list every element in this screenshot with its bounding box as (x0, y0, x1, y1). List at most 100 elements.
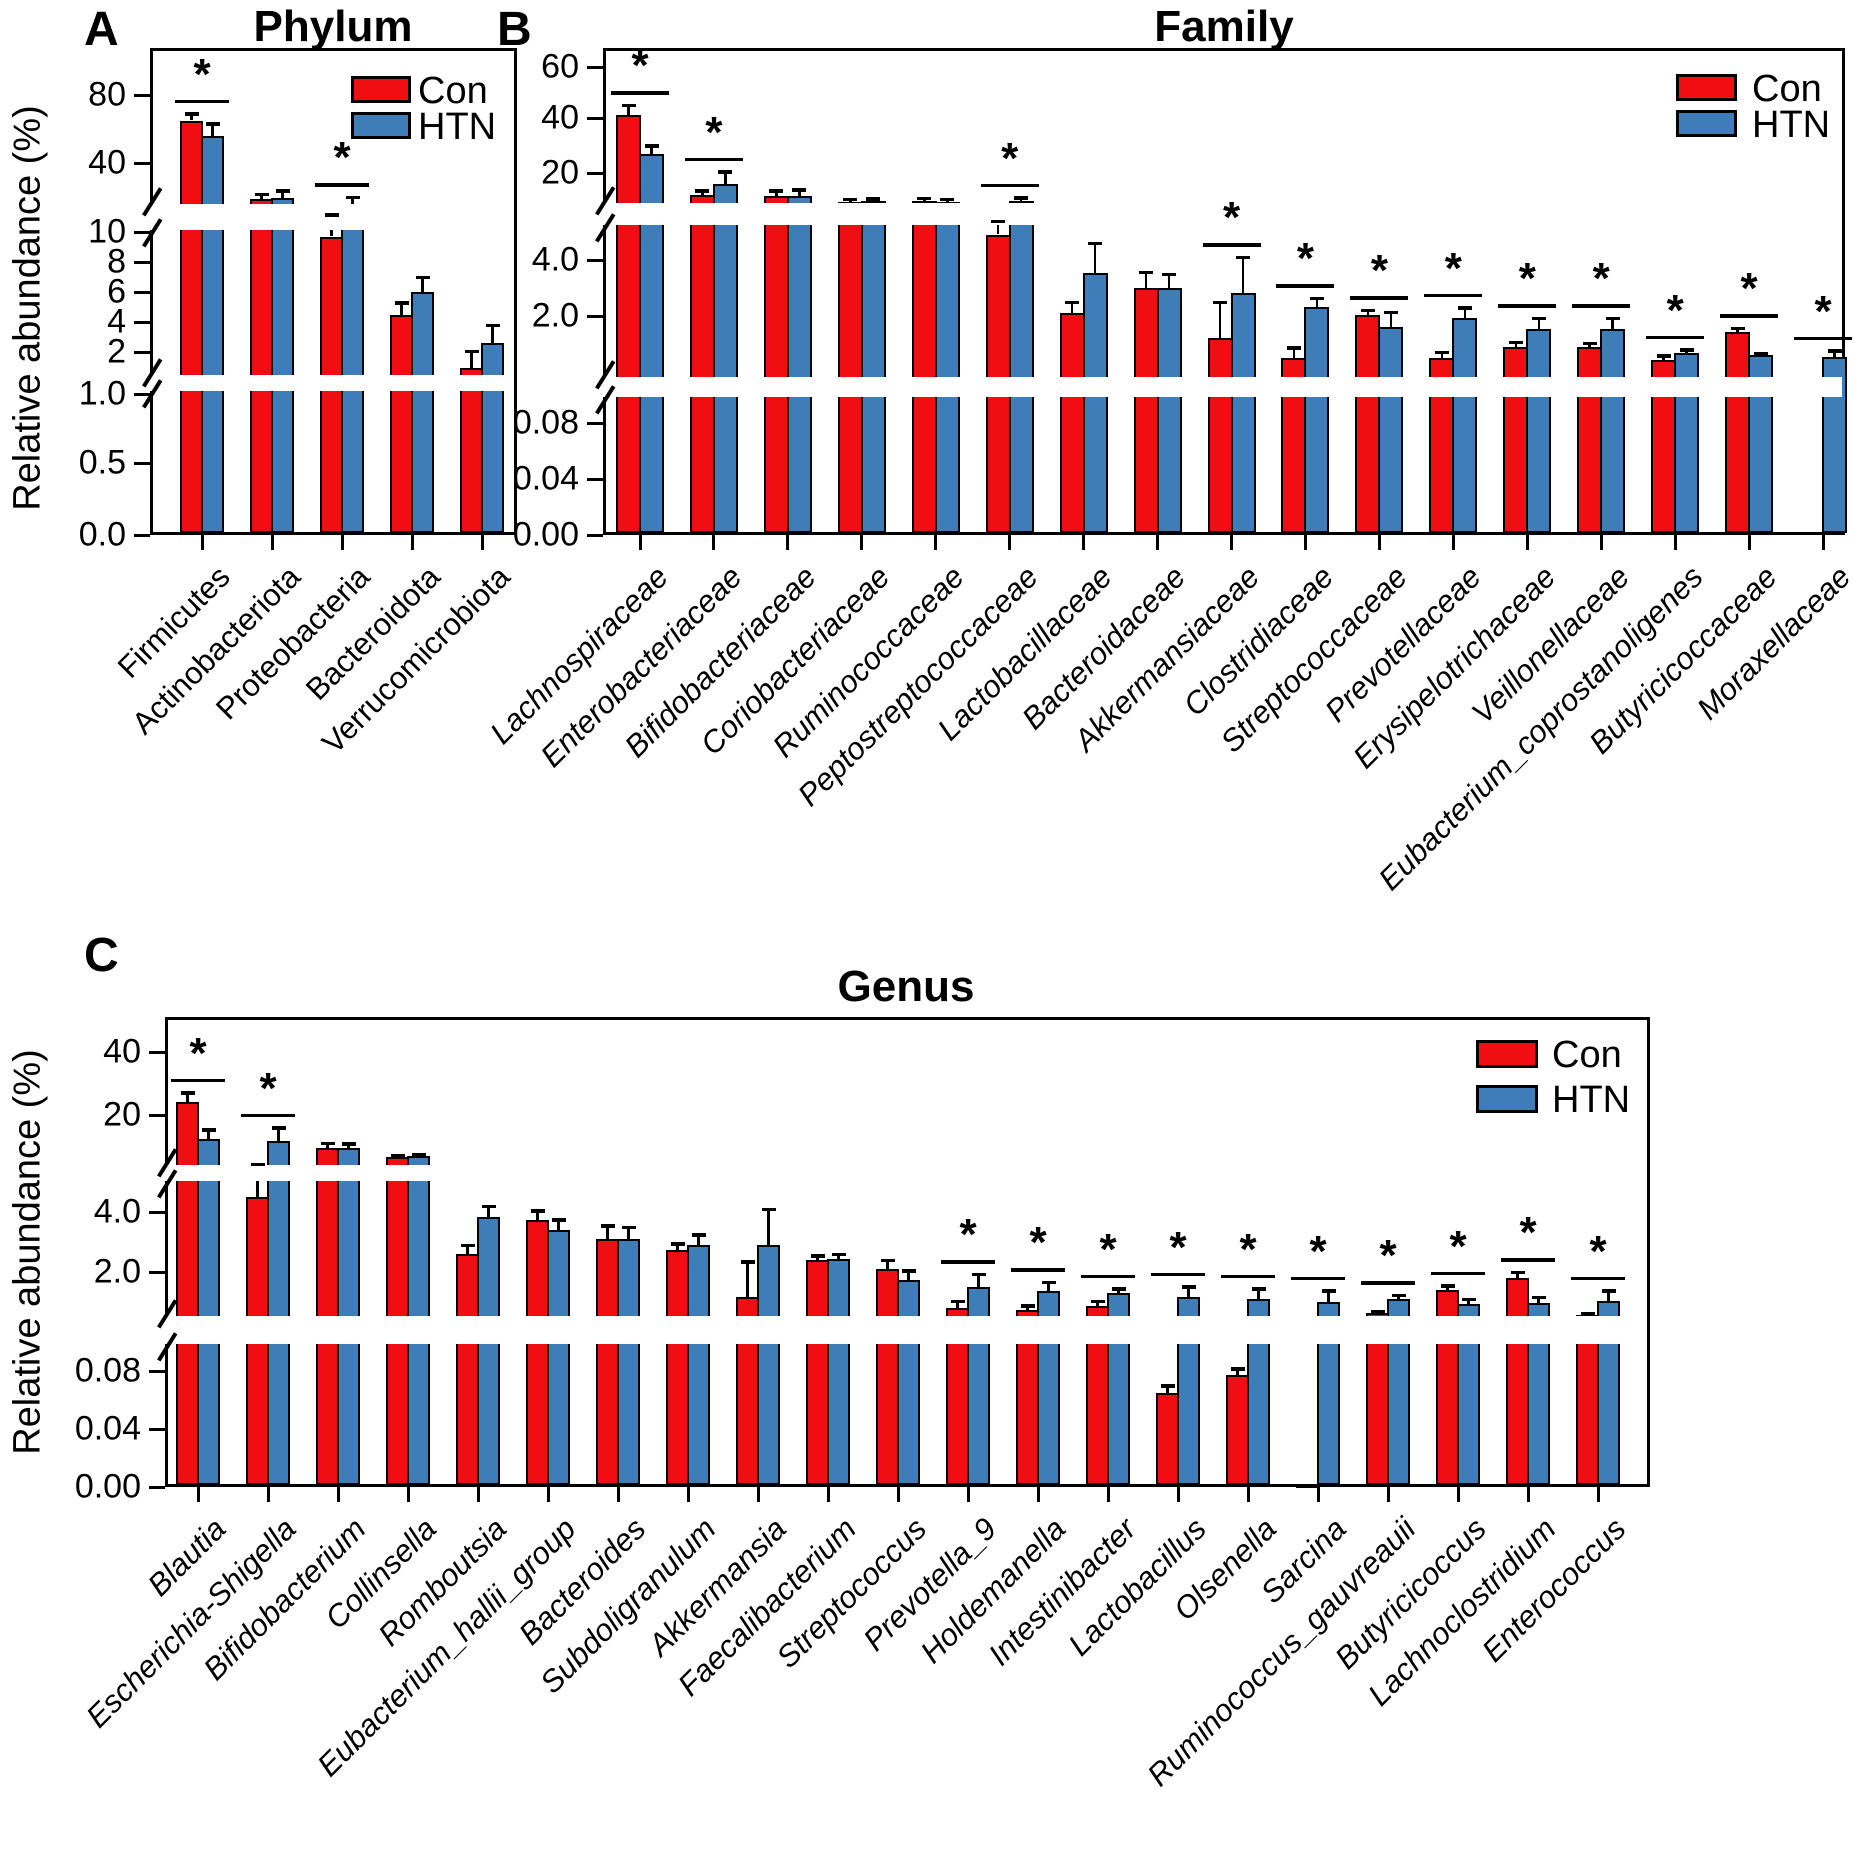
significance-line (1361, 1281, 1415, 1285)
error-bar-cap (320, 1141, 335, 1146)
bar-htn-Veillonellaceae (1600, 328, 1626, 533)
x-tick-mark (1386, 1487, 1390, 1502)
error-bar-cap (180, 1091, 195, 1095)
error-bar-line (351, 197, 354, 204)
error-bar-line (798, 189, 801, 197)
bar-htn-Romboutsia (477, 1216, 500, 1485)
y-tick-label: 2.0 (531, 296, 579, 335)
bar-htn-Escherichia-Shigella (267, 1140, 290, 1485)
error-bar-cap (184, 112, 199, 116)
x-tick-mark (340, 535, 344, 550)
axis-break-band (142, 375, 514, 391)
y-tick-label: 0.04 (512, 459, 579, 498)
x-tick-mark (1525, 535, 1529, 550)
error-bar-cap (600, 1224, 615, 1228)
y-tick-mark (587, 533, 603, 537)
error-bar-cap (971, 1272, 986, 1277)
x-tick-mark (1106, 1487, 1110, 1502)
significance-asterisk: * (333, 133, 351, 183)
y-tick-mark (134, 350, 150, 354)
significance-line (1081, 1274, 1135, 1279)
axis-break-band (595, 377, 1842, 397)
bar-htn-Streptococcus (897, 1280, 920, 1485)
error-bar-cap (1605, 316, 1620, 321)
x-tick-mark (1821, 535, 1825, 550)
significance-line (611, 91, 669, 95)
y-tick-mark (587, 171, 603, 175)
error-bar-cap (1461, 1297, 1476, 1302)
bar-con-Verrucomicrobiota (460, 367, 483, 533)
y-tick-mark (149, 1210, 165, 1214)
bar-con-Erysipelotrichaceae (1503, 347, 1529, 533)
error-bar-line (956, 1301, 959, 1308)
y-tick-mark (134, 392, 150, 396)
error-bar-line (1607, 1290, 1610, 1302)
bar-con-Subdoligranulum (666, 1249, 689, 1485)
bar-htn-Akkermansia (757, 1245, 780, 1485)
bar-htn-Bacteroidaceae (1156, 288, 1182, 533)
error-bar-line (701, 190, 704, 195)
significance-asterisk: * (1592, 254, 1610, 304)
significance-asterisk: * (1296, 234, 1315, 284)
x-tick-mark (1673, 535, 1677, 550)
bar-con-Coriobacteriaceae (837, 202, 863, 533)
x-tick-mark (934, 535, 938, 550)
bar-con-Eubacterium_hallii_group (526, 1219, 549, 1485)
y-tick-label: 2 (107, 332, 126, 371)
axis-break-band (157, 1165, 1647, 1181)
legend-label-con: Con (418, 70, 488, 112)
error-bar-line (1144, 272, 1148, 288)
bar-htn-Bacteroides (617, 1239, 640, 1485)
error-bar-line (1187, 1286, 1190, 1298)
error-bar-cap (843, 197, 858, 202)
error-bar-cap (880, 1258, 895, 1262)
error-bar-line (1093, 243, 1097, 273)
error-bar-line (697, 1234, 700, 1245)
error-bar-cap (761, 1207, 776, 1212)
error-bar-line (977, 1274, 980, 1287)
error-bar-cap (621, 1225, 636, 1229)
y-tick-label: 20 (541, 153, 579, 192)
x-tick-mark (616, 1487, 620, 1502)
error-bar-cap (792, 188, 807, 192)
error-bar-cap (411, 1153, 426, 1157)
x-tick-mark (480, 535, 484, 550)
y-tick-mark (134, 290, 150, 294)
x-tick-mark (1747, 535, 1751, 550)
x-tick-mark (1526, 1487, 1530, 1502)
bar-htn-Bacteroidota (411, 292, 434, 533)
significance-line (1350, 296, 1409, 300)
error-bar-cap (1827, 349, 1842, 353)
error-bar-line (1440, 352, 1444, 359)
error-bar-line (1463, 307, 1467, 319)
plot-border (603, 48, 1845, 535)
error-bar-line (1315, 298, 1319, 308)
error-bar-line (886, 1260, 889, 1269)
error-bar-line (470, 351, 473, 368)
error-bar-line (907, 1270, 910, 1281)
x-tick-mark (1303, 535, 1307, 550)
panel-letter-b: B (497, 3, 532, 56)
significance-line (241, 1113, 295, 1118)
y-tick-mark (149, 1485, 165, 1489)
x-tick-mark (196, 1487, 200, 1502)
error-bar-cap (1434, 350, 1449, 355)
error-bar-cap (1508, 340, 1523, 345)
error-bar-line (1467, 1299, 1470, 1305)
x-tick-mark (1456, 1487, 1460, 1502)
x-tick-mark (826, 1487, 830, 1502)
bar-con-Romboutsia (456, 1254, 479, 1485)
error-bar-cap (950, 1299, 965, 1304)
error-bar-cap (691, 1233, 706, 1237)
legend-swatch-con (1676, 74, 1737, 101)
error-bar-line (1397, 1295, 1400, 1300)
error-bar-cap (769, 189, 784, 193)
significance-asterisk: * (1666, 285, 1684, 335)
significance-line (1151, 1272, 1205, 1277)
x-tick-mark (1036, 1487, 1040, 1502)
significance-line (171, 1078, 225, 1083)
bar-htn-Subdoligranulum (687, 1245, 710, 1485)
y-tick-mark (149, 1113, 165, 1117)
y-tick-label: 4.0 (93, 1192, 141, 1231)
